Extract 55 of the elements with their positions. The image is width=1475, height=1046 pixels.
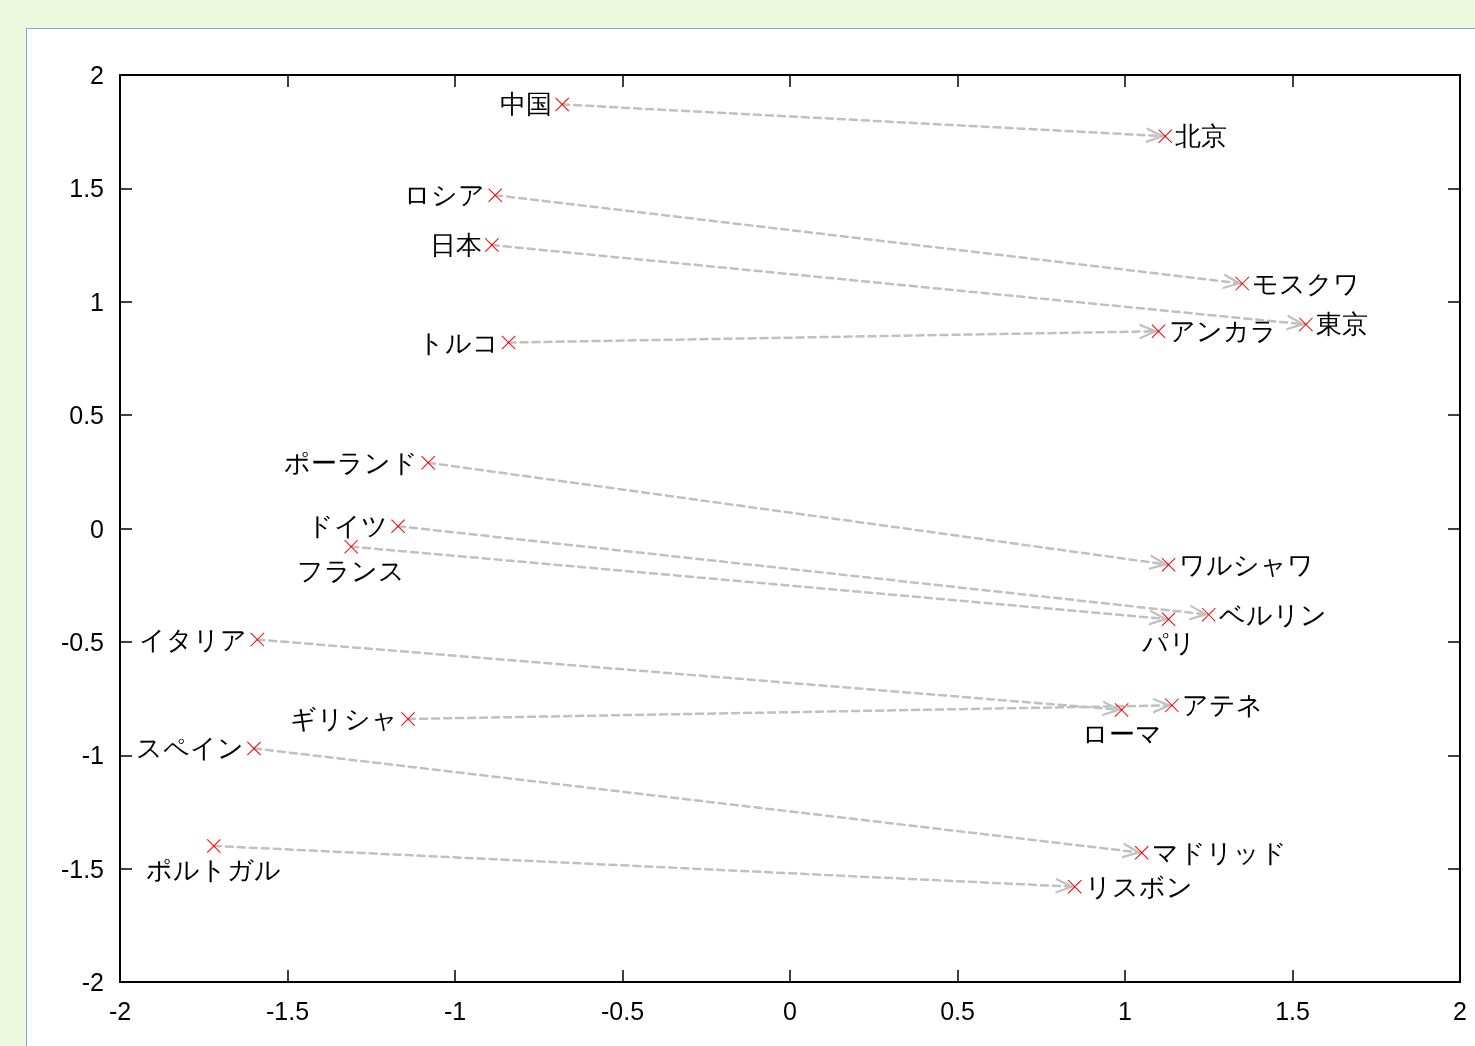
point — [1164, 698, 1179, 713]
x-tick-label: 1.5 — [1275, 996, 1310, 1025]
y-tick-label: 1.5 — [69, 174, 104, 203]
annotation: リスボン — [1084, 871, 1193, 902]
point — [1161, 612, 1176, 627]
y-tick-label: -1.5 — [60, 854, 104, 883]
point — [1067, 879, 1082, 894]
x-tick-label: -0.5 — [600, 996, 645, 1025]
annotation: ギリシャ — [290, 703, 399, 734]
annotation: ワルシャワ — [1178, 549, 1314, 580]
y-tick-label: -0.5 — [60, 627, 104, 656]
annotation: ドイツ — [307, 511, 389, 542]
annotation: ポルトガル — [146, 854, 282, 885]
x-tick-label: 0 — [783, 996, 797, 1025]
annotation: ロシア — [404, 180, 486, 211]
point — [344, 539, 359, 554]
y-tick-label: 1 — [90, 287, 104, 316]
annotation: イタリア — [139, 624, 248, 655]
point — [421, 455, 436, 470]
x-tick-label: 1 — [1118, 996, 1132, 1025]
annotation: ポーランド — [284, 447, 419, 478]
annotation: モスクワ — [1252, 268, 1361, 299]
point — [247, 741, 261, 756]
annotation: スペイン — [136, 733, 244, 764]
annotation: ローマ — [1081, 718, 1162, 749]
point — [1161, 557, 1176, 572]
point — [1235, 276, 1250, 291]
y-tick-label: -2 — [81, 968, 104, 996]
y-tick-label: 0.5 — [69, 401, 104, 430]
point — [1134, 845, 1149, 860]
annotation: フランス — [297, 555, 406, 586]
annotation: 北京 — [1175, 121, 1228, 152]
y-tick-label: 2 — [90, 61, 104, 89]
x-tick-label: -2 — [108, 996, 132, 1025]
y-tick-label: -1 — [81, 741, 104, 770]
annotation: アンカラ — [1168, 316, 1277, 347]
x-tick-label: -1.5 — [265, 996, 310, 1025]
point — [488, 188, 503, 203]
point — [1298, 317, 1313, 332]
point — [1114, 702, 1129, 717]
annotation: 日本 — [429, 230, 482, 261]
annotation: 東京 — [1315, 309, 1368, 340]
x-tick-label: 0.5 — [940, 996, 975, 1025]
point — [1158, 129, 1173, 144]
annotation: アテネ — [1181, 690, 1263, 721]
point — [1201, 607, 1216, 622]
point — [555, 97, 570, 112]
annotation: トルコ — [417, 327, 499, 358]
annotation: パリ — [1140, 628, 1196, 659]
x-tick-label: 2 — [1453, 996, 1467, 1025]
annotation: マドリッド — [1151, 837, 1287, 868]
y-tick-label: 0 — [90, 514, 104, 543]
annotation: 中国 — [500, 89, 553, 120]
annotation: ベルリン — [1218, 599, 1327, 630]
x-tick-label: -1 — [443, 996, 467, 1025]
